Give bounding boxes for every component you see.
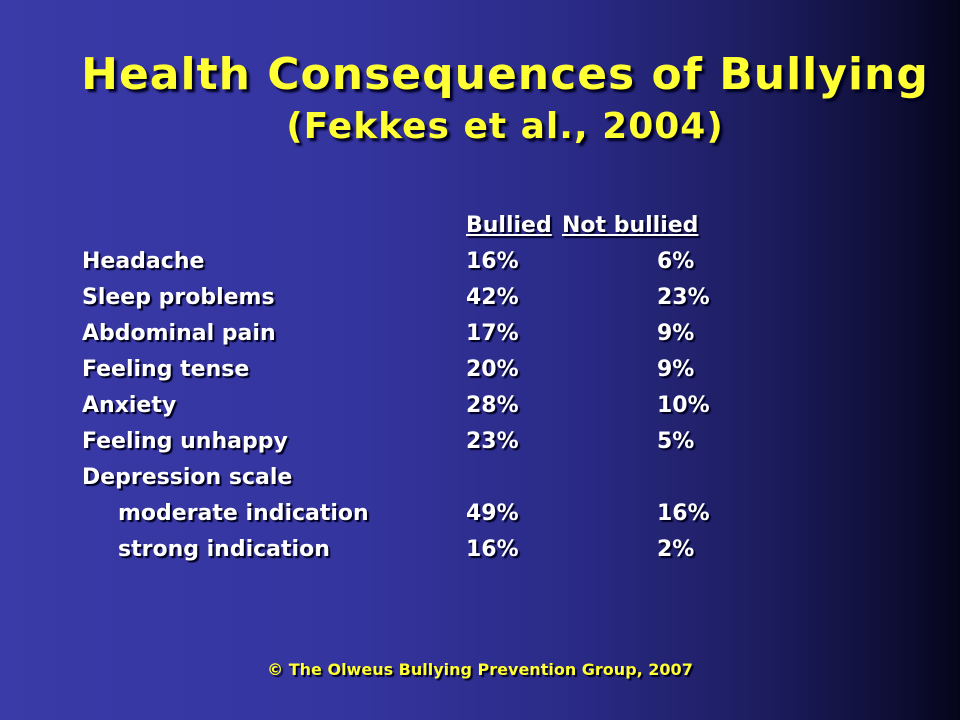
row-label: strong indication <box>118 537 330 562</box>
row-not-bullied-value: 10% <box>657 393 710 418</box>
row-not-bullied-value: 2% <box>657 537 695 562</box>
row-not-bullied-value: 6% <box>657 249 695 274</box>
row-bullied-value: 49% <box>466 501 519 526</box>
row-bullied-value: 20% <box>466 357 519 382</box>
row-label: Feeling unhappy <box>82 429 288 454</box>
row-bullied-value: 42% <box>466 285 519 310</box>
row-not-bullied-value: 16% <box>657 501 710 526</box>
table-row: Anxiety 28% 10% <box>82 388 782 424</box>
row-label: Depression scale <box>82 465 293 490</box>
row-not-bullied-value: 9% <box>657 321 695 346</box>
table-row: moderate indication 49% 16% <box>82 496 782 532</box>
header-not-bullied: Not bullied <box>562 213 699 238</box>
table-row: Feeling tense 20% 9% <box>82 352 782 388</box>
table-row: Abdominal pain 17% 9% <box>82 316 782 352</box>
row-bullied-value: 28% <box>466 393 519 418</box>
table-row: Sleep problems 42% 23% <box>82 280 782 316</box>
row-bullied-value: 16% <box>466 249 519 274</box>
row-not-bullied-value: 9% <box>657 357 695 382</box>
row-label: Feeling tense <box>82 357 250 382</box>
copyright-footer: © The Olweus Bullying Prevention Group, … <box>267 660 693 679</box>
row-label: Headache <box>82 249 205 274</box>
row-bullied-value: 17% <box>466 321 519 346</box>
table-row: Headache 16% 6% <box>82 244 782 280</box>
row-label: Anxiety <box>82 393 177 418</box>
table-row: Depression scale <box>82 460 782 496</box>
slide-subtitle: (Fekkes et al., 2004) <box>286 106 724 147</box>
table-header-row: Bullied Not bullied <box>82 208 782 244</box>
slide-title: Health Consequences of Bullying <box>81 49 929 100</box>
row-bullied-value: 16% <box>466 537 519 562</box>
results-table: Bullied Not bullied Headache 16% 6% Slee… <box>82 208 782 568</box>
row-label: moderate indication <box>118 501 369 526</box>
table-row: strong indication 16% 2% <box>82 532 782 568</box>
row-label: Abdominal pain <box>82 321 276 346</box>
row-not-bullied-value: 23% <box>657 285 710 310</box>
row-bullied-value: 23% <box>466 429 519 454</box>
slide-title-block: Health Consequences of Bullying (Fekkes … <box>0 46 960 150</box>
table-row: Feeling unhappy 23% 5% <box>82 424 782 460</box>
header-bullied: Bullied <box>466 213 552 238</box>
row-label: Sleep problems <box>82 285 275 310</box>
row-not-bullied-value: 5% <box>657 429 695 454</box>
